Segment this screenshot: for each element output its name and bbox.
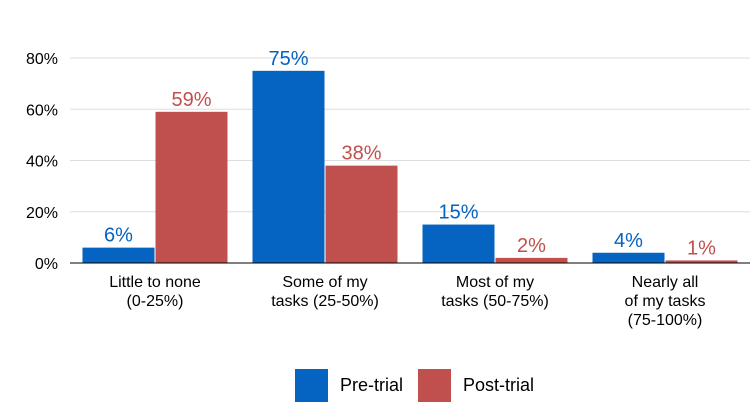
legend-item-post-trial: Post-trial	[418, 368, 534, 402]
x-tick-label-line: of my tasks	[625, 293, 706, 310]
y-tick-label: 0%	[35, 256, 58, 273]
data-label: 75%	[268, 48, 308, 70]
y-axis: 0% 20% 40% 60% 80%	[26, 51, 58, 273]
bar-pre-trial	[252, 70, 325, 263]
x-tick-label-line: tasks (25-50%)	[271, 293, 379, 310]
data-label: 4%	[614, 230, 643, 252]
data-label: 38%	[341, 143, 381, 165]
y-tick-label: 80%	[26, 51, 58, 68]
x-tick-label-line: (0-25%)	[127, 293, 184, 310]
legend: Pre-trial Post-trial	[0, 368, 750, 402]
y-tick-label: 60%	[26, 102, 58, 119]
bar-pre-trial	[82, 247, 155, 263]
y-tick-label: 40%	[26, 154, 58, 171]
data-label: 1%	[687, 237, 716, 259]
bar-post-trial	[665, 260, 738, 263]
x-tick-label-line: Most of my	[456, 274, 534, 291]
x-tick-label-line: Some of my	[282, 274, 367, 291]
bars	[82, 70, 738, 263]
bar-post-trial	[495, 257, 568, 263]
data-label: 2%	[517, 235, 546, 257]
data-label: 6%	[104, 225, 133, 247]
legend-swatch-pre-trial	[295, 368, 328, 402]
data-label: 59%	[171, 89, 211, 111]
legend-swatch-post-trial	[418, 368, 451, 402]
data-labels: 6% 59% 75% 38% 15% 2% 4% 1%	[104, 48, 716, 260]
bar-pre-trial	[422, 224, 495, 263]
legend-item-pre-trial: Pre-trial	[295, 368, 403, 402]
x-tick-label: Some of my tasks (25-50%)	[271, 274, 379, 310]
bar-post-trial	[325, 165, 398, 263]
bar-post-trial	[155, 111, 228, 263]
legend-label-post-trial: Post-trial	[463, 374, 535, 395]
y-tick-label: 20%	[26, 205, 58, 222]
data-label: 15%	[438, 202, 478, 224]
x-tick-label: Little to none (0-25%)	[109, 274, 201, 310]
x-tick-label: Most of my tasks (50-75%)	[441, 274, 549, 310]
x-axis: Little to none (0-25%) Some of my tasks (25…	[109, 274, 705, 329]
legend-label-pre-trial: Pre-trial	[340, 374, 404, 395]
bar-pre-trial	[592, 252, 665, 263]
x-tick-label-line: (75-100%)	[628, 312, 703, 329]
x-tick-label-line: Little to none	[109, 274, 201, 291]
x-tick-label-line: tasks (50-75%)	[441, 293, 549, 310]
bar-chart: 0% 20% 40% 60% 80% 6% 59% 75% 38% 15% 2% 4% 1% Litt…	[26, 48, 750, 329]
x-tick-label: Nearly all of my tasks (75-100%)	[625, 274, 706, 329]
x-tick-label-line: Nearly all	[632, 274, 699, 291]
